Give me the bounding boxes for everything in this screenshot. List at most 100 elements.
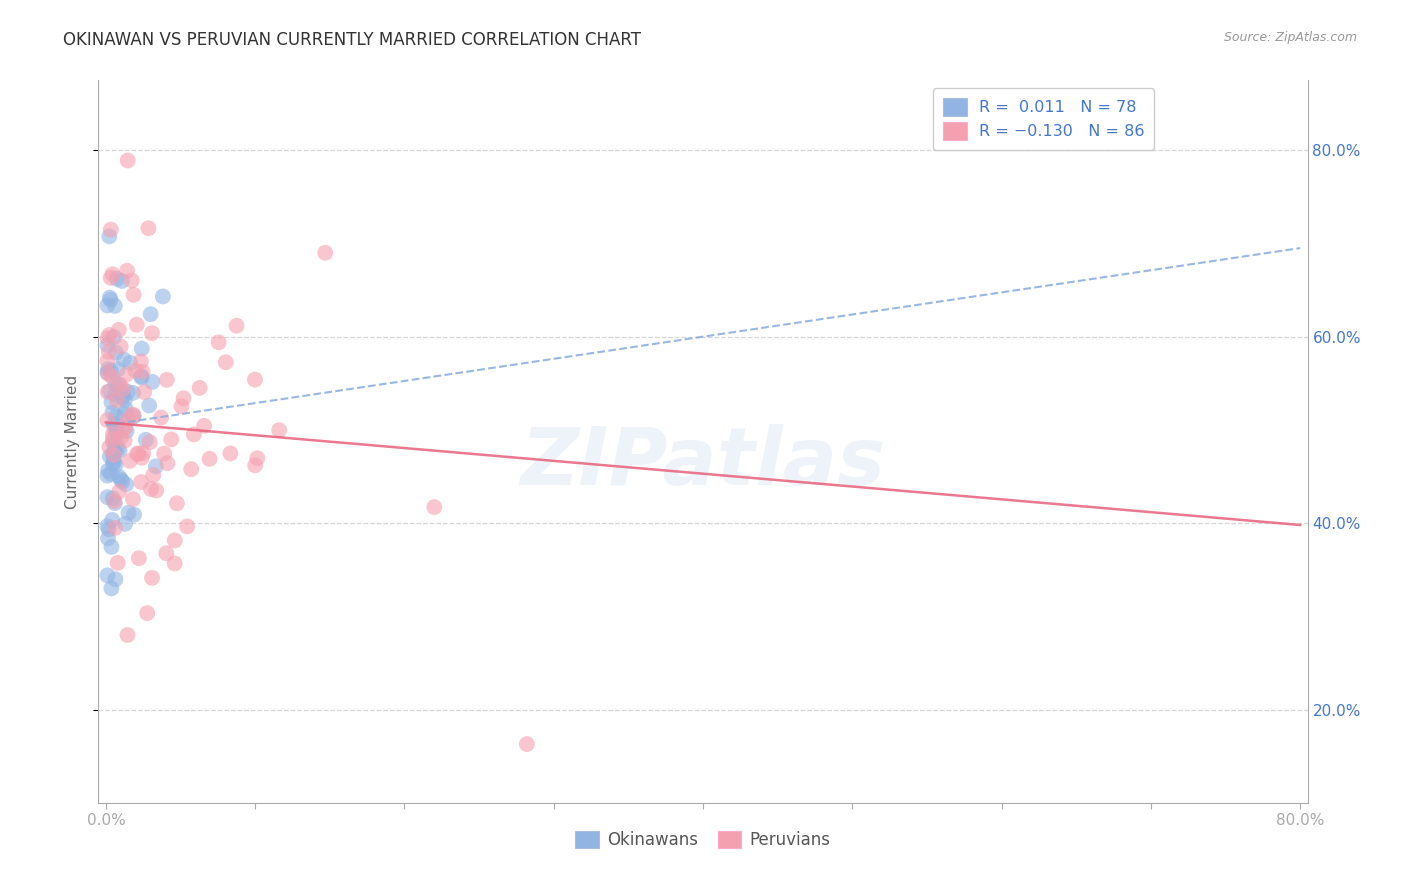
Point: [108, 377, 131, 392]
Point: [114, 392, 136, 407]
Point: [103, 451, 125, 466]
Point: [155, 546, 177, 560]
Point: [156, 456, 179, 470]
Point: [101, 432, 124, 446]
Point: [104, 423, 127, 437]
Point: [100, 364, 122, 378]
Point: [188, 381, 211, 395]
Point: [215, 355, 238, 369]
Point: [516, 737, 538, 751]
Point: [136, 606, 159, 620]
Point: [131, 365, 153, 379]
Point: [105, 419, 128, 434]
Point: [163, 533, 186, 548]
Point: [118, 454, 141, 468]
Point: [134, 384, 156, 399]
Point: [96, 519, 118, 533]
Point: [98, 229, 121, 244]
Point: [423, 500, 446, 514]
Point: [104, 442, 127, 457]
Point: [108, 323, 131, 337]
Point: [114, 421, 136, 435]
Point: [131, 450, 153, 465]
Point: [166, 496, 188, 510]
Point: [120, 356, 142, 370]
Point: [103, 417, 125, 431]
Point: [97, 523, 120, 537]
Point: [183, 427, 205, 442]
Point: [219, 446, 242, 460]
Point: [131, 370, 153, 384]
Point: [115, 424, 138, 438]
Point: [105, 425, 128, 439]
Point: [98, 384, 121, 398]
Point: [100, 293, 122, 307]
Point: [173, 391, 195, 405]
Point: [138, 221, 160, 235]
Point: [117, 153, 139, 168]
Point: [100, 270, 122, 285]
Point: [145, 483, 167, 498]
Point: [121, 273, 143, 287]
Point: [104, 345, 127, 359]
Point: [96, 568, 118, 582]
Point: [96, 338, 118, 352]
Point: [96, 413, 118, 427]
Y-axis label: Currently Married: Currently Married: [65, 375, 80, 508]
Point: [152, 289, 174, 303]
Legend: Okinawans, Peruvians: Okinawans, Peruvians: [568, 824, 838, 856]
Point: [103, 455, 125, 469]
Point: [193, 418, 215, 433]
Point: [180, 462, 202, 476]
Point: [108, 470, 131, 484]
Point: [132, 446, 155, 460]
Point: [104, 521, 127, 535]
Point: [97, 344, 120, 359]
Point: [111, 475, 134, 489]
Point: [98, 450, 121, 464]
Point: [117, 384, 139, 399]
Point: [122, 492, 145, 507]
Point: [103, 330, 125, 344]
Point: [101, 513, 124, 527]
Point: [131, 342, 153, 356]
Point: [110, 430, 132, 444]
Point: [139, 307, 162, 321]
Point: [160, 433, 183, 447]
Point: [243, 373, 266, 387]
Point: [141, 375, 163, 389]
Point: [115, 477, 138, 491]
Point: [107, 442, 129, 457]
Point: [104, 496, 127, 510]
Point: [105, 272, 128, 286]
Point: [163, 557, 186, 571]
Point: [117, 413, 139, 427]
Point: [112, 352, 135, 367]
Point: [104, 458, 127, 472]
Point: [112, 382, 135, 396]
Point: [101, 426, 124, 441]
Point: [101, 406, 124, 420]
Point: [112, 407, 135, 421]
Point: [101, 267, 124, 281]
Point: [100, 540, 122, 554]
Point: [314, 245, 336, 260]
Point: [243, 458, 266, 473]
Point: [122, 409, 145, 424]
Point: [104, 376, 127, 391]
Point: [103, 494, 125, 508]
Point: [115, 264, 138, 278]
Point: [97, 531, 120, 545]
Point: [96, 490, 118, 504]
Point: [103, 448, 125, 462]
Point: [117, 628, 139, 642]
Point: [105, 409, 128, 424]
Point: [125, 318, 148, 332]
Point: [127, 446, 149, 460]
Text: Source: ZipAtlas.com: Source: ZipAtlas.com: [1223, 31, 1357, 45]
Point: [104, 299, 127, 313]
Point: [153, 447, 176, 461]
Point: [107, 556, 129, 570]
Point: [103, 443, 125, 458]
Text: ZIPatlas: ZIPatlas: [520, 425, 886, 502]
